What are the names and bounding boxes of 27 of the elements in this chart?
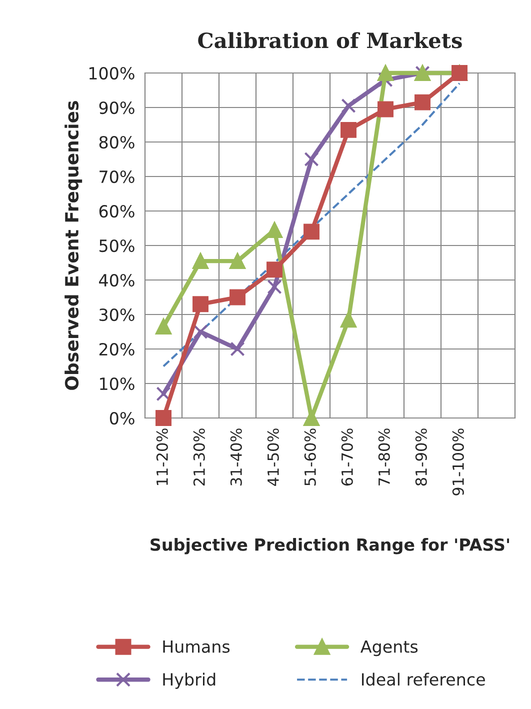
x-tick-label: 81-90%	[415, 428, 427, 486]
y-tick-label: 10%	[100, 377, 134, 390]
x-tick-label: 11-20%	[156, 428, 168, 485]
legend-label: Hybrid	[163, 672, 216, 689]
y-tick-label: 20%	[99, 342, 134, 356]
y-tick-label: 70%	[100, 170, 134, 184]
x-tick-label: 21-30%	[193, 428, 205, 486]
x-tick-label: 61-70%	[341, 428, 353, 486]
y-tick-label: 90%	[99, 101, 134, 114]
x-tick-label: 91-100%	[452, 428, 464, 496]
legend-label: Ideal reference	[362, 672, 485, 686]
y-tick-label: 100%	[89, 66, 134, 80]
y-tick-label: 40%	[99, 274, 134, 287]
x-tick-label: 51-60%	[304, 428, 316, 486]
y-tick-label: 80%	[99, 136, 134, 149]
x-axis-title: Subjective Prediction Range for 'PASS'	[150, 538, 509, 554]
y-tick-label: 30%	[100, 308, 134, 322]
y-tick-label: 0%	[110, 412, 134, 425]
x-tick-label: 31-40%	[230, 428, 242, 486]
legend-label: Humans	[163, 640, 230, 653]
x-tick-label: 71-80%	[378, 428, 390, 486]
y-tick-label: 60%	[99, 204, 134, 218]
chart-title: Calibration of Markets	[198, 32, 462, 48]
y-axis-title: Observed Event Frequencies	[64, 101, 82, 390]
y-tick-label: 50%	[100, 239, 134, 252]
legend-label: Agents	[360, 640, 418, 656]
x-tick-label: 41-50%	[267, 428, 279, 486]
